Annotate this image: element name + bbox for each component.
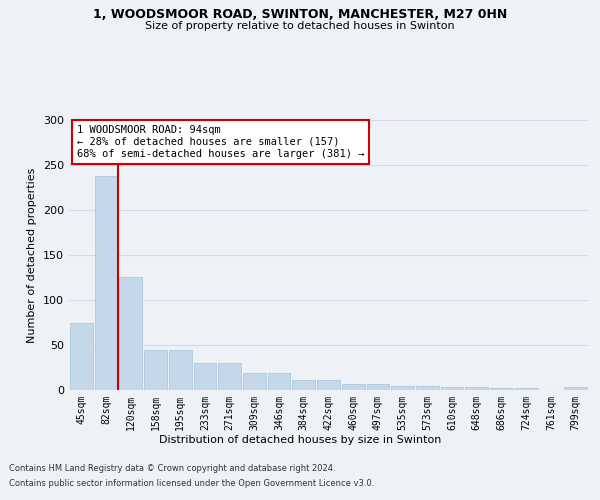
Bar [367,384,389,390]
Bar [515,388,538,390]
Text: Size of property relative to detached houses in Swinton: Size of property relative to detached ho… [145,21,455,31]
Bar [564,388,587,390]
Bar [169,350,191,390]
Bar [292,380,315,390]
Text: 1 WOODSMOOR ROAD: 94sqm
← 28% of detached houses are smaller (157)
68% of semi-d: 1 WOODSMOOR ROAD: 94sqm ← 28% of detache… [77,126,364,158]
Bar [243,373,266,390]
Bar [70,324,93,390]
Bar [416,386,439,390]
Bar [268,373,290,390]
Bar [144,350,167,390]
Bar [441,388,463,390]
Bar [119,276,142,390]
Bar [218,363,241,390]
Bar [490,388,513,390]
Text: Contains public sector information licensed under the Open Government Licence v3: Contains public sector information licen… [9,479,374,488]
Text: Contains HM Land Registry data © Crown copyright and database right 2024.: Contains HM Land Registry data © Crown c… [9,464,335,473]
Bar [194,363,216,390]
Text: Distribution of detached houses by size in Swinton: Distribution of detached houses by size … [159,435,441,445]
Bar [466,388,488,390]
Bar [342,384,365,390]
Bar [95,176,118,390]
Bar [317,380,340,390]
Bar [391,386,414,390]
Text: 1, WOODSMOOR ROAD, SWINTON, MANCHESTER, M27 0HN: 1, WOODSMOOR ROAD, SWINTON, MANCHESTER, … [93,8,507,20]
Y-axis label: Number of detached properties: Number of detached properties [28,168,37,342]
